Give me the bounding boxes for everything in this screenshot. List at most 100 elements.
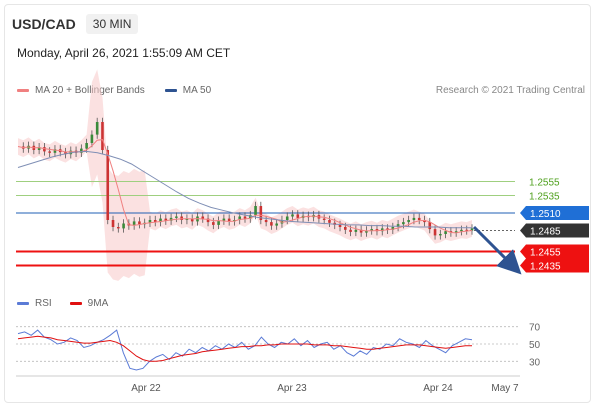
bollinger-band-area bbox=[18, 69, 472, 281]
candle-body bbox=[90, 134, 94, 143]
candle-body bbox=[101, 122, 104, 150]
rsi-tick-30: 30 bbox=[529, 357, 541, 368]
chart-header: USD/CAD 30 MIN bbox=[12, 14, 139, 34]
candle-body bbox=[80, 148, 83, 153]
rsi-line bbox=[17, 329, 473, 371]
candle-body bbox=[460, 229, 463, 232]
ma20-bollinger-legend-label: MA 20 + Bollinger Bands bbox=[35, 85, 145, 96]
level-label-1.2535: 1.2535 bbox=[529, 192, 560, 203]
candle-body bbox=[391, 227, 395, 230]
candle-body bbox=[169, 217, 173, 221]
level-tag-1.2485: 1.2485 bbox=[520, 223, 589, 238]
candle-body bbox=[454, 231, 458, 233]
candle-body bbox=[132, 221, 136, 226]
candle-body bbox=[259, 206, 263, 220]
level-label-1.2455: 1.2455 bbox=[530, 248, 561, 259]
candle-body bbox=[285, 216, 289, 220]
candle-body bbox=[43, 147, 46, 152]
candle-body bbox=[386, 228, 389, 230]
candle-body bbox=[322, 218, 326, 220]
candle-body bbox=[190, 218, 194, 222]
candle-body bbox=[417, 217, 421, 220]
x-tick-label: Apr 24 bbox=[423, 383, 453, 394]
candle-body bbox=[122, 223, 125, 229]
candle-body bbox=[439, 234, 442, 236]
candle-body bbox=[359, 229, 363, 233]
candle-body bbox=[349, 229, 352, 232]
candle-body bbox=[64, 152, 67, 155]
candle-body bbox=[344, 227, 347, 230]
candle-body bbox=[111, 220, 115, 227]
x-tick-label: Apr 23 bbox=[277, 383, 307, 394]
level-label-1.2510: 1.2510 bbox=[530, 209, 561, 220]
candle-body bbox=[248, 215, 252, 219]
candle-body bbox=[53, 149, 57, 153]
rsi-legend: RSI 9MA bbox=[17, 298, 108, 309]
candle-body bbox=[85, 143, 88, 149]
candle-body bbox=[201, 216, 205, 219]
candle-body bbox=[254, 206, 257, 216]
candle-body bbox=[175, 216, 178, 218]
candle-body bbox=[428, 222, 432, 230]
ma50-swatch bbox=[164, 89, 177, 92]
candle-body bbox=[159, 218, 162, 223]
candle-body bbox=[153, 220, 157, 223]
candle-body bbox=[444, 231, 447, 234]
rsi-legend-label: RSI bbox=[35, 298, 52, 309]
forecast-arrow bbox=[472, 225, 522, 275]
main-legend: MA 20 + Bollinger Bands MA 50 bbox=[17, 85, 211, 96]
rsi-tick-50: 50 bbox=[529, 340, 541, 351]
candle-body bbox=[396, 224, 400, 227]
timeframe-badge[interactable]: 30 MIN bbox=[85, 14, 139, 34]
research-credit: Research © 2021 Trading Central bbox=[435, 85, 585, 96]
rsi-tick-70: 70 bbox=[529, 323, 541, 334]
level-label-1.2555: 1.2555 bbox=[529, 178, 560, 189]
candle-body bbox=[402, 222, 405, 225]
candle-body bbox=[380, 228, 384, 232]
chart-datetime: Monday, April 26, 2021 1:55:09 AM CET bbox=[17, 46, 231, 60]
candle-body bbox=[222, 218, 226, 221]
candle-body bbox=[296, 214, 300, 218]
candle-body bbox=[185, 218, 189, 220]
candle-body bbox=[95, 122, 99, 135]
candle-body bbox=[449, 231, 453, 233]
level-label-1.2435: 1.2435 bbox=[530, 262, 561, 273]
candle-body bbox=[291, 214, 294, 217]
symbol-title: USD/CAD bbox=[12, 16, 76, 32]
rsi-ma9-line bbox=[17, 335, 472, 362]
candle-body bbox=[206, 218, 210, 223]
candle-body bbox=[412, 217, 416, 220]
candle-body bbox=[48, 151, 51, 153]
ma50-legend-label: MA 50 bbox=[182, 85, 212, 96]
candle-body bbox=[148, 220, 152, 223]
candle-body bbox=[270, 222, 273, 226]
ma20-bollinger-swatch bbox=[17, 89, 29, 92]
candle-body bbox=[37, 147, 41, 150]
candle-body bbox=[433, 229, 437, 236]
candle-body bbox=[243, 216, 247, 219]
candle-body bbox=[217, 220, 220, 225]
ma20-line bbox=[17, 139, 473, 234]
candle-body bbox=[227, 218, 231, 222]
candle-body bbox=[138, 221, 141, 225]
candle-body bbox=[275, 223, 278, 226]
chart-card bbox=[4, 4, 591, 403]
candle-body bbox=[370, 229, 373, 231]
candle-body bbox=[465, 229, 469, 231]
candle-body bbox=[212, 222, 215, 225]
candle-body bbox=[365, 230, 368, 233]
candle-body bbox=[354, 229, 358, 232]
level-label-1.2485: 1.2485 bbox=[530, 227, 561, 238]
level-tag-1.2455: 1.2455 bbox=[520, 244, 589, 259]
ma50-line bbox=[17, 150, 472, 229]
rsi-swatch bbox=[17, 302, 29, 305]
level-tag-1.2435: 1.2435 bbox=[520, 258, 589, 273]
ma9-legend-label: 9MA bbox=[87, 298, 109, 309]
candle-body bbox=[264, 220, 268, 223]
candle-body bbox=[328, 220, 331, 223]
x-tick-label: May 7 bbox=[491, 383, 519, 394]
candle-body bbox=[238, 216, 242, 220]
x-tick-label: Apr 22 bbox=[131, 383, 161, 394]
candle-body bbox=[117, 227, 120, 229]
